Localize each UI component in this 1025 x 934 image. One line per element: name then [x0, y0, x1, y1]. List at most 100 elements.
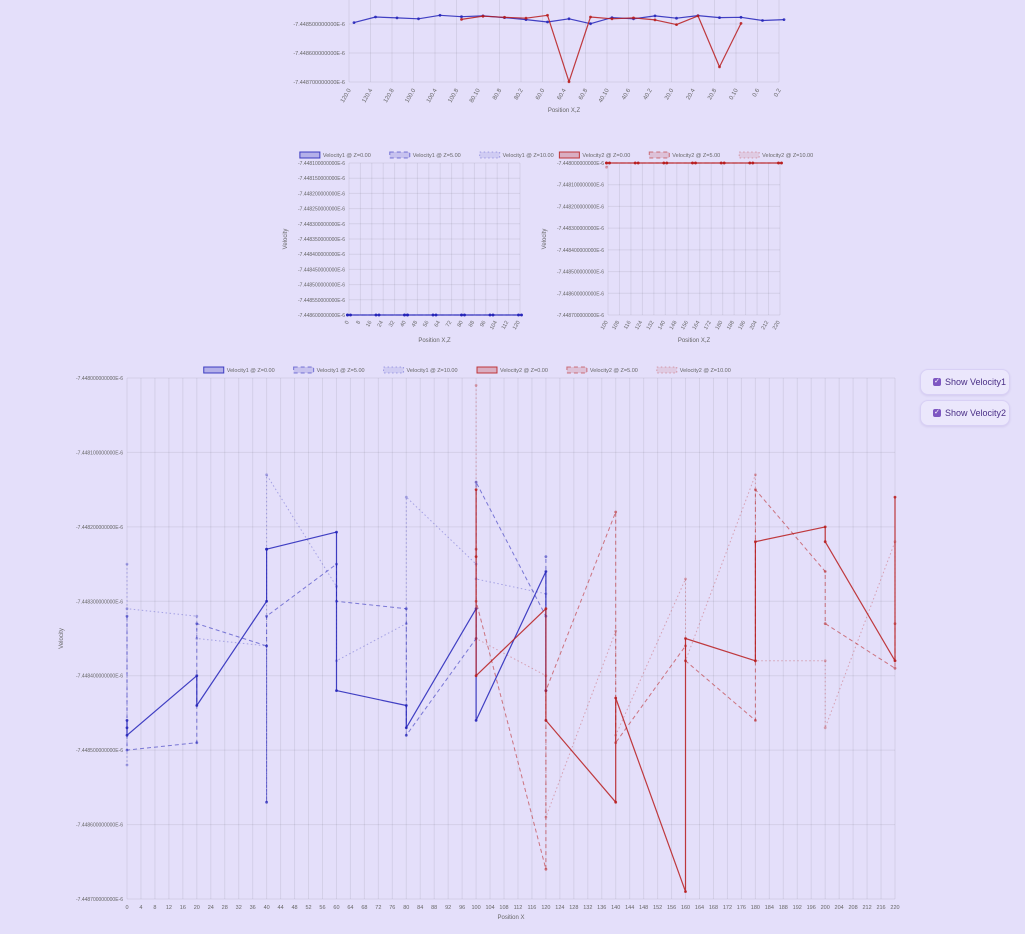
x-tick-label: 40.10	[598, 87, 611, 104]
data-point	[265, 614, 268, 618]
x-axis-label: Position X,Z	[418, 338, 451, 344]
x-tick-label: 188	[779, 905, 788, 911]
data-point	[719, 161, 723, 165]
x-tick-label: 152	[653, 905, 662, 911]
y-axis-label: Velocity	[283, 229, 289, 250]
x-tick-label: 172	[723, 905, 732, 911]
x-tick-label: 40.6	[621, 87, 632, 101]
legend-label: Velocity1 @ Z=10.00	[407, 368, 458, 374]
data-point	[125, 763, 129, 767]
y-axis-label: Velocity	[542, 229, 548, 250]
data-point	[684, 577, 687, 581]
legend-swatch	[203, 366, 225, 374]
x-tick-label: 172	[703, 320, 713, 331]
data-point	[335, 599, 338, 603]
x-tick-label: 64	[434, 320, 442, 328]
x-tick-label: 136	[597, 905, 606, 911]
x-tick-label: 20	[194, 905, 200, 911]
data-point	[754, 473, 757, 477]
x-tick-label: 148	[669, 320, 679, 331]
x-tick-label: 100.0	[405, 87, 418, 104]
x-tick-label: 140	[657, 320, 667, 331]
x-tick-label: 56	[422, 320, 430, 328]
data-point	[460, 18, 463, 21]
legend-swatch	[648, 151, 670, 159]
x-tick-label: 4	[139, 905, 142, 911]
data-point	[782, 18, 786, 21]
legend-label: Velocity2 @ Z=0.00	[582, 153, 630, 159]
x-tick-label: 116	[528, 905, 537, 911]
data-point	[474, 674, 478, 678]
velocity2-z5-line	[475, 489, 896, 870]
x-tick-label: 24	[377, 320, 385, 328]
data-point	[694, 161, 697, 165]
data-point	[675, 16, 678, 20]
data-point	[335, 689, 338, 692]
data-point	[567, 80, 571, 84]
data-point	[125, 719, 129, 722]
legend-swatch	[299, 151, 321, 159]
data-point	[195, 741, 199, 745]
data-point	[589, 15, 592, 19]
checkbox-checked-icon[interactable]: ✓	[933, 409, 941, 417]
x-tick-label: 48	[411, 320, 419, 328]
legend-label: Velocity2 @ Z=10.00	[680, 368, 731, 374]
data-point	[748, 161, 752, 165]
data-point	[823, 525, 827, 529]
data-point	[195, 614, 199, 618]
x-tick-label: 120	[512, 320, 522, 331]
data-point	[544, 607, 548, 611]
checkbox-checked-icon[interactable]: ✓	[933, 378, 941, 386]
data-point	[195, 674, 199, 678]
y-tick-label: -7.448500000000E-6	[293, 22, 345, 28]
x-tick-label: 124	[555, 905, 564, 911]
y-tick-label: -7.448350000000E-6	[298, 237, 345, 243]
y-tick-label: -7.448600000000E-6	[293, 51, 345, 57]
x-tick-label: 64	[347, 905, 353, 911]
x-tick-label: 168	[709, 905, 718, 911]
data-point	[739, 15, 743, 19]
legend-swatch	[293, 366, 315, 374]
x-tick-label: 180	[715, 320, 725, 331]
x-tick-label: 120.8	[383, 87, 396, 104]
data-point	[460, 313, 463, 317]
x-tick-label: 212	[760, 320, 770, 331]
data-point	[404, 733, 408, 737]
legend-label: Velocity1 @ Z=5.00	[413, 153, 461, 159]
data-point	[125, 614, 129, 618]
data-point	[544, 570, 548, 573]
y-tick-label: -7.448000000000E-6	[557, 161, 604, 167]
x-tick-label: 220	[890, 905, 899, 911]
x-tick-label: 196	[738, 320, 748, 331]
x-tick-label: 212	[862, 905, 871, 911]
x-tick-label: 132	[646, 320, 656, 331]
data-point	[636, 161, 640, 165]
data-point	[463, 313, 466, 317]
x-tick-label: 164	[692, 320, 702, 331]
data-point	[739, 22, 743, 25]
data-point	[632, 16, 635, 20]
x-tick-label: 88	[431, 905, 437, 911]
data-point	[691, 161, 694, 165]
x-tick-label: 116	[623, 320, 633, 331]
data-point	[544, 815, 548, 819]
data-point	[823, 622, 827, 625]
data-point	[605, 161, 608, 165]
data-point	[653, 14, 657, 18]
data-point	[335, 562, 338, 566]
x-tick-label: 144	[625, 905, 634, 911]
x-tick-label: 148	[639, 905, 648, 911]
x-tick-label: 96	[479, 320, 487, 328]
data-point	[460, 15, 463, 19]
data-point	[754, 488, 757, 491]
data-point	[684, 637, 687, 640]
data-point	[719, 161, 723, 165]
x-tick-label: 24	[208, 905, 214, 911]
x-tick-label: 100.4	[426, 87, 439, 104]
data-point	[125, 748, 129, 752]
data-point	[684, 890, 687, 893]
show-velocity1-toggle[interactable]: ✓ Show Velocity1	[920, 369, 1010, 395]
show-velocity2-toggle[interactable]: ✓ Show Velocity2	[920, 400, 1010, 426]
x-tick-label: 60.0	[535, 87, 546, 101]
x-tick-label: 16	[180, 905, 186, 911]
